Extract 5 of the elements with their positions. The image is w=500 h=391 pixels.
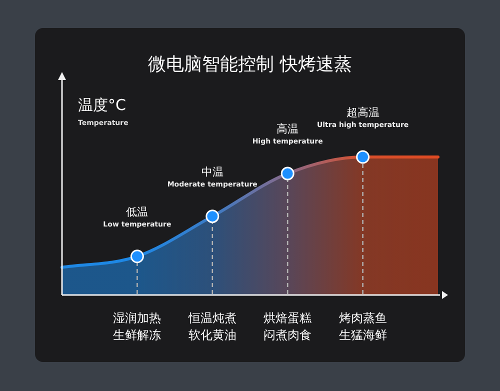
x-tick-label: 烘焙蛋糕闷煮肉食 xyxy=(264,311,312,342)
x-tick-label: 恒温炖煮软化黄油 xyxy=(187,311,236,342)
chart-title: 微电脑智能控制 快烤速蒸 xyxy=(148,54,352,75)
x-tick-label: 烤肉蒸鱼生猛海鲜 xyxy=(338,311,387,342)
x-tick-label: 湿润加热生鲜解冻 xyxy=(113,311,162,342)
